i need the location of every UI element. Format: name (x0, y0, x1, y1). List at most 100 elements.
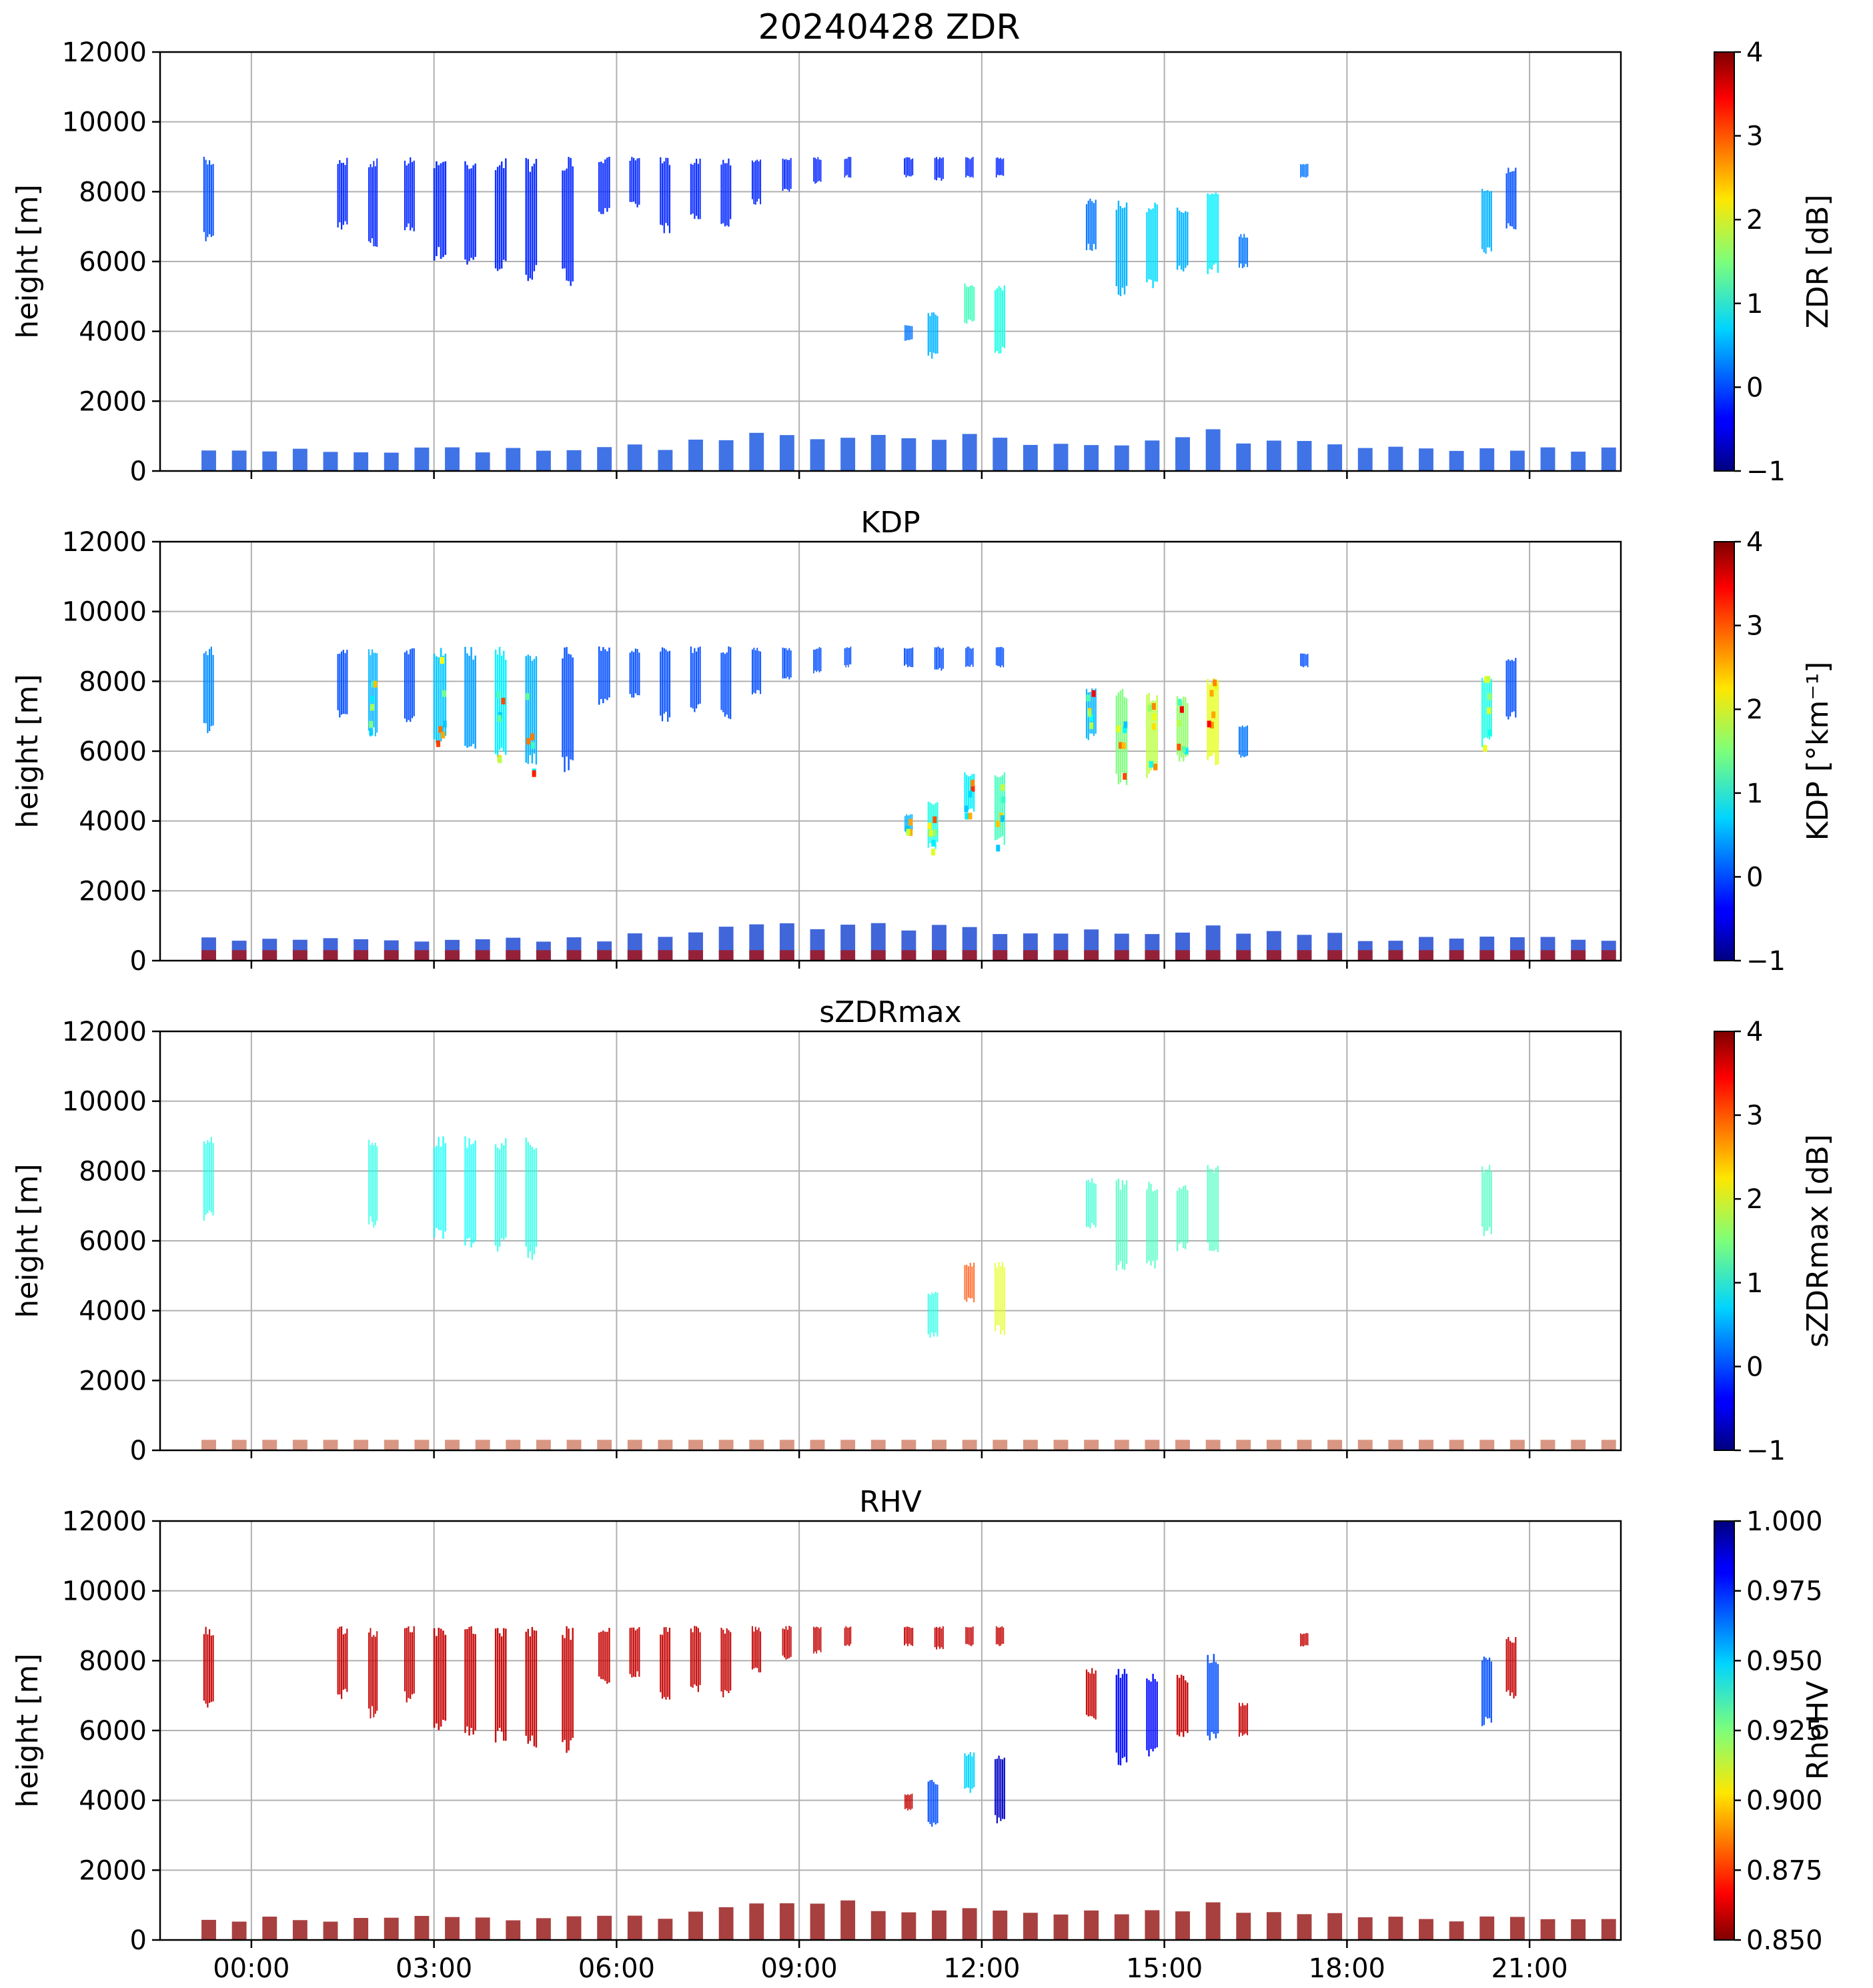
echo-rhv-cell (531, 1626, 534, 1736)
y-tick-label: 8000 (79, 666, 147, 697)
low-echo-rhv (292, 1920, 307, 1940)
echo-rhv-cell (818, 1628, 820, 1650)
echo-kdp-cell (665, 649, 667, 712)
echo-szdrmax-cell (1211, 1169, 1213, 1251)
echo-rhv-cell (939, 1626, 941, 1649)
echo-kdp-cell (533, 658, 536, 754)
y-tick-label: 10000 (62, 1576, 147, 1607)
echo-zdr-cell (1304, 164, 1306, 177)
echo-zdr-cell (972, 157, 974, 178)
echo-zdr-cell (472, 165, 474, 260)
echo-kdp-cell (906, 814, 907, 830)
echo-kdp-cell (1301, 653, 1303, 666)
low-echo-zdr (993, 438, 1008, 471)
echo-rhv-cell (525, 1631, 527, 1736)
echo-szdrmax-cell (1481, 1166, 1483, 1227)
echo-kdp-cell (341, 651, 343, 715)
echo-rhv-cell (413, 1626, 415, 1694)
low-echo-szdrmax (870, 1440, 886, 1450)
echo-szdrmax-cell (1180, 1189, 1183, 1243)
y-tick-label: 4000 (79, 1296, 147, 1327)
echo-rhv-cell (602, 1630, 604, 1680)
echo-szdrmax-cell (373, 1145, 375, 1228)
low-echo-szdrmax (536, 1440, 551, 1450)
echo-zdr-cell (995, 157, 997, 177)
low-echo-rhv (597, 1915, 612, 1940)
echo-kdp-cell (1123, 696, 1126, 777)
echo-zdr-cell (212, 163, 214, 236)
echo-zdr-cell (758, 161, 760, 199)
y-tick-label: 6000 (79, 247, 147, 278)
echo-zdr-cell (850, 157, 852, 178)
colorbar-tick-label: 0.875 (1746, 1855, 1823, 1886)
low-echo-szdrmax (262, 1440, 277, 1450)
echo-kdp-cell (1000, 777, 1002, 838)
echo-szdrmax-cell (496, 1147, 499, 1252)
echo-szdrmax-cell (1215, 1167, 1217, 1250)
echo-kdp-cell (910, 648, 912, 667)
echo-zdr-cell (788, 159, 790, 192)
echo-kdp-cell (568, 654, 570, 771)
kdp-speckle (1086, 694, 1091, 702)
echo-kdp-cell (468, 655, 470, 747)
echo-kdp-cell (1509, 660, 1511, 716)
colorbar-tick-label: 0.850 (1746, 1925, 1823, 1956)
kdp-speckle (1207, 720, 1211, 728)
echo-zdr-cell (1243, 233, 1245, 268)
echo-kdp-cell (784, 648, 785, 678)
echo-zdr-cell (631, 157, 633, 202)
echo-rhv-cell (784, 1629, 785, 1658)
echo-zdr-cell (690, 163, 692, 215)
kdp-speckle (436, 740, 441, 747)
colorbar-tick-label: 3 (1746, 121, 1763, 152)
echo-kdp-cell (971, 648, 973, 665)
echo-kdp-cell (965, 648, 967, 667)
echo-zdr-cell (1207, 193, 1209, 274)
kdp-speckle (1177, 698, 1182, 706)
echo-zdr-cell (728, 158, 730, 227)
echo-kdp-cell (1125, 698, 1128, 785)
echo-zdr-cell (1505, 173, 1507, 229)
echo-szdrmax-cell (527, 1141, 529, 1258)
low-echo-szdrmax (384, 1440, 399, 1450)
echo-szdrmax-cell (1003, 1267, 1005, 1336)
echo-rhv-cell (927, 1781, 929, 1822)
low-echo-zdr (627, 444, 642, 471)
echo-szdrmax-cell (209, 1141, 211, 1211)
echo-rhv-cell (817, 1627, 819, 1650)
echo-rhv-cell (997, 1627, 999, 1644)
low-echo-rhv (354, 1917, 369, 1940)
echo-szdrmax-cell (971, 1266, 973, 1299)
echo-kdp-cell (1304, 653, 1306, 666)
kdp-speckle (501, 697, 506, 704)
low-echo-kdp-core (627, 950, 642, 961)
low-echo-kdp-core (1175, 950, 1190, 961)
colorbar-kdp (1714, 541, 1735, 961)
echo-zdr-cell (756, 159, 758, 202)
echo-rhv-cell (1307, 1633, 1309, 1646)
low-echo-zdr (1084, 445, 1099, 471)
echo-zdr-cell (371, 167, 373, 239)
echo-zdr-cell (784, 159, 785, 189)
low-echo-kdp-core (1509, 950, 1525, 961)
echo-zdr-cell (1213, 194, 1215, 265)
echo-zdr-cell (373, 161, 375, 247)
low-echo-szdrmax (779, 1440, 794, 1450)
echo-kdp-cell (598, 646, 600, 705)
low-echo-rhv (993, 1910, 1008, 1940)
echo-szdrmax-cell (995, 1263, 997, 1332)
echo-kdp-cell (904, 816, 906, 832)
echo-rhv-cell (785, 1626, 787, 1660)
echo-szdrmax-cell (525, 1137, 527, 1247)
echo-rhv-cell (1513, 1642, 1515, 1699)
kdp-speckle (369, 720, 374, 728)
echo-kdp-cell (496, 654, 499, 758)
echo-kdp-cell (436, 656, 438, 744)
echo-rhv-cell (1209, 1662, 1211, 1741)
low-echo-zdr (231, 450, 247, 471)
low-echo-kdp-core (414, 950, 430, 961)
kdp-speckle (530, 733, 535, 740)
echo-zdr-cell (1178, 210, 1181, 266)
kdp-speckle (1487, 707, 1491, 714)
echo-kdp-cell (997, 647, 999, 666)
